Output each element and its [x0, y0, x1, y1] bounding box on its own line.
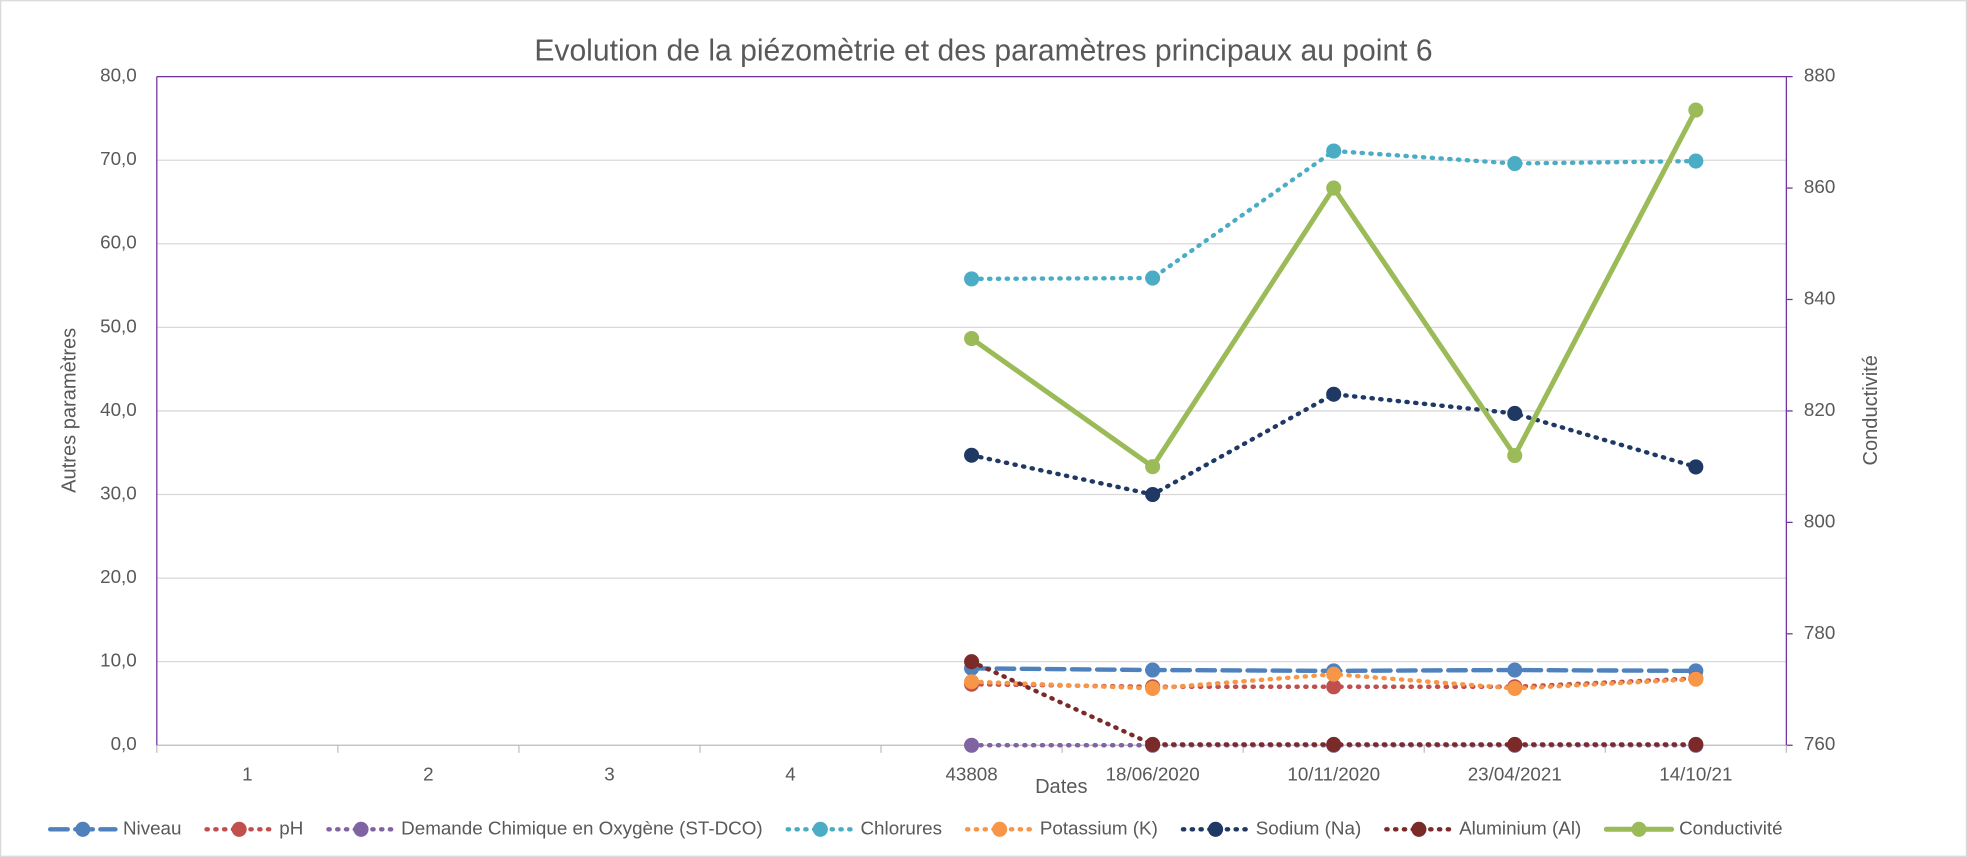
legend-label: Demande Chimique en Oxygène (ST-DCO) — [401, 817, 762, 838]
series-marker — [964, 654, 980, 670]
series-marker — [1507, 405, 1523, 421]
series-marker — [1507, 680, 1523, 696]
x-tick-label: 18/06/2020 — [1106, 763, 1200, 784]
legend-marker — [231, 821, 247, 837]
legend-label: Chlorures — [860, 817, 941, 838]
y-tick-label: 80,0 — [100, 65, 137, 86]
y2-tick-label: 760 — [1804, 733, 1835, 754]
series-marker — [1507, 156, 1523, 172]
series-marker — [1326, 143, 1342, 159]
series-marker — [1688, 102, 1704, 118]
series-marker — [1507, 447, 1523, 464]
legend-label: Potassium (K) — [1040, 817, 1158, 838]
legend-marker — [992, 821, 1008, 837]
series-marker — [1145, 459, 1161, 475]
x-tick-label: 23/04/2021 — [1468, 763, 1562, 784]
series-marker — [964, 271, 980, 287]
x-axis-label: Dates — [1035, 776, 1087, 798]
legend-label: pH — [279, 817, 303, 838]
series-marker — [1507, 662, 1523, 678]
x-tick-label: 3 — [604, 763, 614, 784]
y-tick-label: 0,0 — [111, 733, 137, 754]
y2-tick-label: 780 — [1804, 622, 1835, 643]
legend-label: Niveau — [123, 817, 182, 838]
y-tick-label: 60,0 — [100, 232, 137, 253]
legend-label: Aluminium (Al) — [1459, 817, 1581, 838]
legend-marker — [812, 821, 828, 837]
series-marker — [1145, 270, 1161, 286]
series-marker — [1326, 180, 1342, 196]
y2-tick-label: 840 — [1804, 287, 1835, 308]
series-marker — [1145, 680, 1161, 696]
legend-marker — [1411, 821, 1427, 837]
legend-marker — [1631, 821, 1647, 837]
legend-label: Conductivité — [1679, 817, 1782, 838]
series-marker — [964, 330, 980, 347]
series-marker — [964, 737, 980, 753]
legend-label: Sodium (Na) — [1256, 817, 1362, 838]
series-marker — [964, 447, 980, 463]
x-tick-label: 43808 — [945, 763, 997, 784]
y-tick-label: 10,0 — [100, 650, 137, 671]
x-tick-label: 1 — [242, 763, 252, 784]
series-marker — [964, 674, 980, 690]
x-tick-label: 14/10/21 — [1659, 763, 1732, 784]
y-tick-label: 20,0 — [100, 566, 137, 587]
y2-tick-label: 860 — [1804, 176, 1835, 197]
y-tick-label: 40,0 — [100, 399, 137, 420]
series-marker — [1688, 671, 1704, 687]
series-marker — [1145, 736, 1161, 752]
x-tick-label: 10/11/2020 — [1287, 763, 1380, 784]
series-marker — [1326, 736, 1342, 752]
y-axis-label: Autres paramètres — [59, 328, 81, 493]
series-marker — [1145, 662, 1161, 678]
y2-tick-label: 880 — [1804, 65, 1835, 86]
x-tick-label: 4 — [785, 763, 795, 784]
series-marker — [1326, 679, 1342, 695]
series-marker — [1326, 386, 1342, 402]
x-tick-label: 2 — [423, 763, 433, 784]
y-tick-label: 70,0 — [100, 148, 137, 169]
legend-marker — [353, 821, 369, 837]
y2-tick-label: 800 — [1804, 510, 1835, 531]
series-marker — [1688, 459, 1704, 475]
chart-title: Evolution de la piézomètrie et des param… — [534, 35, 1432, 68]
legend-marker — [75, 821, 91, 837]
series-marker — [1145, 486, 1161, 503]
series-marker — [1688, 736, 1704, 752]
y2-tick-label: 820 — [1804, 399, 1835, 420]
series-marker — [1326, 666, 1342, 682]
series-marker — [1688, 153, 1704, 169]
series-marker — [1507, 736, 1523, 752]
legend-marker — [1208, 821, 1224, 837]
y2-axis-label: Conductivité — [1860, 355, 1882, 465]
y-tick-label: 30,0 — [100, 482, 137, 503]
y-tick-label: 50,0 — [100, 315, 137, 336]
series-line — [969, 391, 1699, 497]
